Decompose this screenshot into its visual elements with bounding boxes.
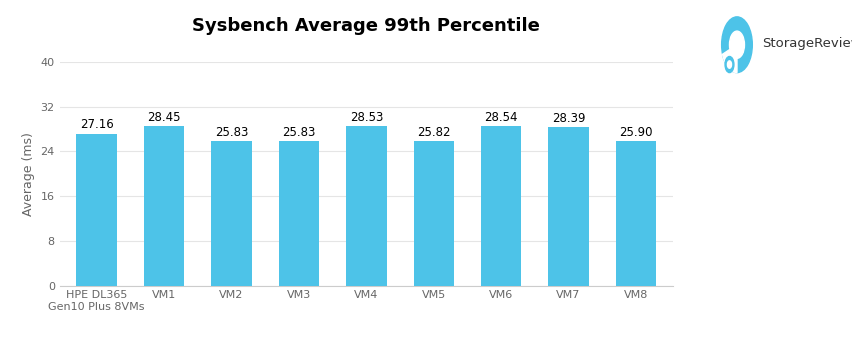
Text: 28.45: 28.45 (147, 111, 181, 124)
Bar (279, 141, 320, 286)
Text: 28.53: 28.53 (349, 111, 383, 124)
Circle shape (725, 56, 734, 73)
Circle shape (729, 31, 745, 58)
Y-axis label: Average (ms): Average (ms) (22, 132, 35, 216)
Circle shape (722, 17, 752, 73)
Text: 25.83: 25.83 (215, 126, 248, 139)
Bar (481, 126, 521, 286)
Bar (346, 126, 387, 286)
Bar (211, 141, 251, 286)
Bar (413, 141, 454, 286)
Bar (616, 141, 656, 286)
Text: 28.54: 28.54 (485, 111, 518, 124)
Text: 28.39: 28.39 (552, 111, 585, 125)
Text: 25.90: 25.90 (619, 126, 653, 139)
Bar (549, 127, 589, 286)
Text: Sysbench Average 99th Percentile: Sysbench Average 99th Percentile (193, 17, 540, 35)
Wedge shape (722, 45, 737, 73)
Circle shape (728, 61, 732, 68)
Text: 27.16: 27.16 (80, 118, 113, 131)
Bar (144, 127, 184, 286)
Bar (77, 134, 117, 286)
Text: 25.83: 25.83 (282, 126, 315, 139)
Text: 25.82: 25.82 (417, 126, 451, 139)
Text: StorageReview: StorageReview (763, 36, 852, 50)
